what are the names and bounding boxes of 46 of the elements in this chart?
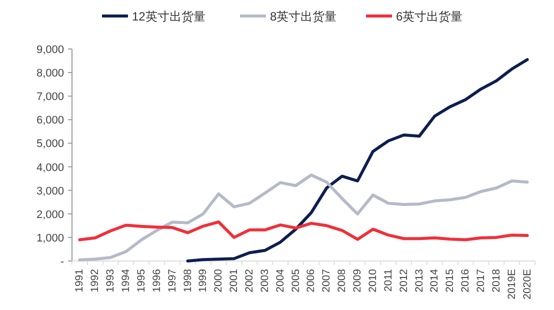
x-tick-label: 2018 bbox=[490, 268, 502, 292]
x-tick-label: 1993 bbox=[104, 268, 117, 292]
x-tick-label: 2011 bbox=[382, 268, 394, 292]
x-tick-label: 1997 bbox=[166, 268, 178, 292]
line-series bbox=[78, 174, 529, 262]
x-tick-label: 1996 bbox=[150, 268, 163, 292]
y-tick-label: 1,000 bbox=[36, 232, 64, 244]
y-tick-label: 9,000 bbox=[36, 44, 64, 56]
x-tick-label: 1991 bbox=[74, 268, 86, 292]
x-tick-label: 1998 bbox=[182, 268, 194, 292]
x-tick-label: 2019E bbox=[506, 269, 518, 300]
x-tick-label: 2003 bbox=[258, 268, 271, 292]
x-tick-label: 2015 bbox=[444, 268, 456, 292]
x-tick-label: 1999 bbox=[197, 268, 210, 292]
legend-label: 6英寸出货量 bbox=[396, 10, 463, 24]
y-tick-label: 5,000 bbox=[36, 138, 64, 150]
x-tick-label: 2017 bbox=[474, 268, 487, 292]
x-tick-label: 2006 bbox=[305, 268, 318, 292]
y-tick-label: 7,000 bbox=[36, 91, 64, 104]
line-series bbox=[186, 58, 529, 262]
x-tick-label: 2004 bbox=[274, 268, 286, 292]
x-tick-label: 2014 bbox=[428, 268, 441, 292]
x-tick-label: 2016 bbox=[460, 268, 472, 292]
x-tick-label: 2013 bbox=[413, 268, 426, 292]
x-tick-label: 1995 bbox=[135, 268, 148, 292]
y-tick-label: - bbox=[60, 256, 64, 268]
y-tick-label: 2,000 bbox=[36, 208, 64, 221]
line-series bbox=[78, 220, 529, 242]
x-tick-label: 2012 bbox=[398, 268, 410, 292]
y-tick-label: 8,000 bbox=[36, 68, 64, 80]
y-tick-label: 6,000 bbox=[36, 114, 64, 127]
x-tick-label: 2010 bbox=[366, 268, 379, 292]
x-tick-label: 2001 bbox=[228, 268, 240, 292]
legend-label: 12英寸出货量 bbox=[132, 10, 206, 24]
x-tick-label: 2002 bbox=[243, 268, 256, 292]
x-tick-label: 1994 bbox=[120, 268, 132, 292]
x-tick-label: 1992 bbox=[89, 268, 102, 292]
x-tick-label: 2005 bbox=[290, 268, 302, 292]
y-tick-label: 3,000 bbox=[36, 185, 64, 198]
x-tick-label: 2007 bbox=[320, 268, 333, 292]
x-tick-label: 2008 bbox=[336, 268, 348, 292]
x-tick-label: 2000 bbox=[212, 268, 225, 292]
y-tick-label: 4,000 bbox=[36, 162, 64, 174]
x-tick-label: 2020E bbox=[521, 269, 534, 300]
legend-label: 8英寸出货量 bbox=[270, 10, 337, 24]
x-tick-label: 2009 bbox=[352, 268, 364, 292]
